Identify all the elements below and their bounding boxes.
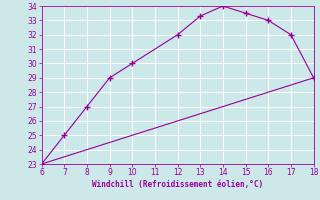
X-axis label: Windchill (Refroidissement éolien,°C): Windchill (Refroidissement éolien,°C) xyxy=(92,180,263,189)
